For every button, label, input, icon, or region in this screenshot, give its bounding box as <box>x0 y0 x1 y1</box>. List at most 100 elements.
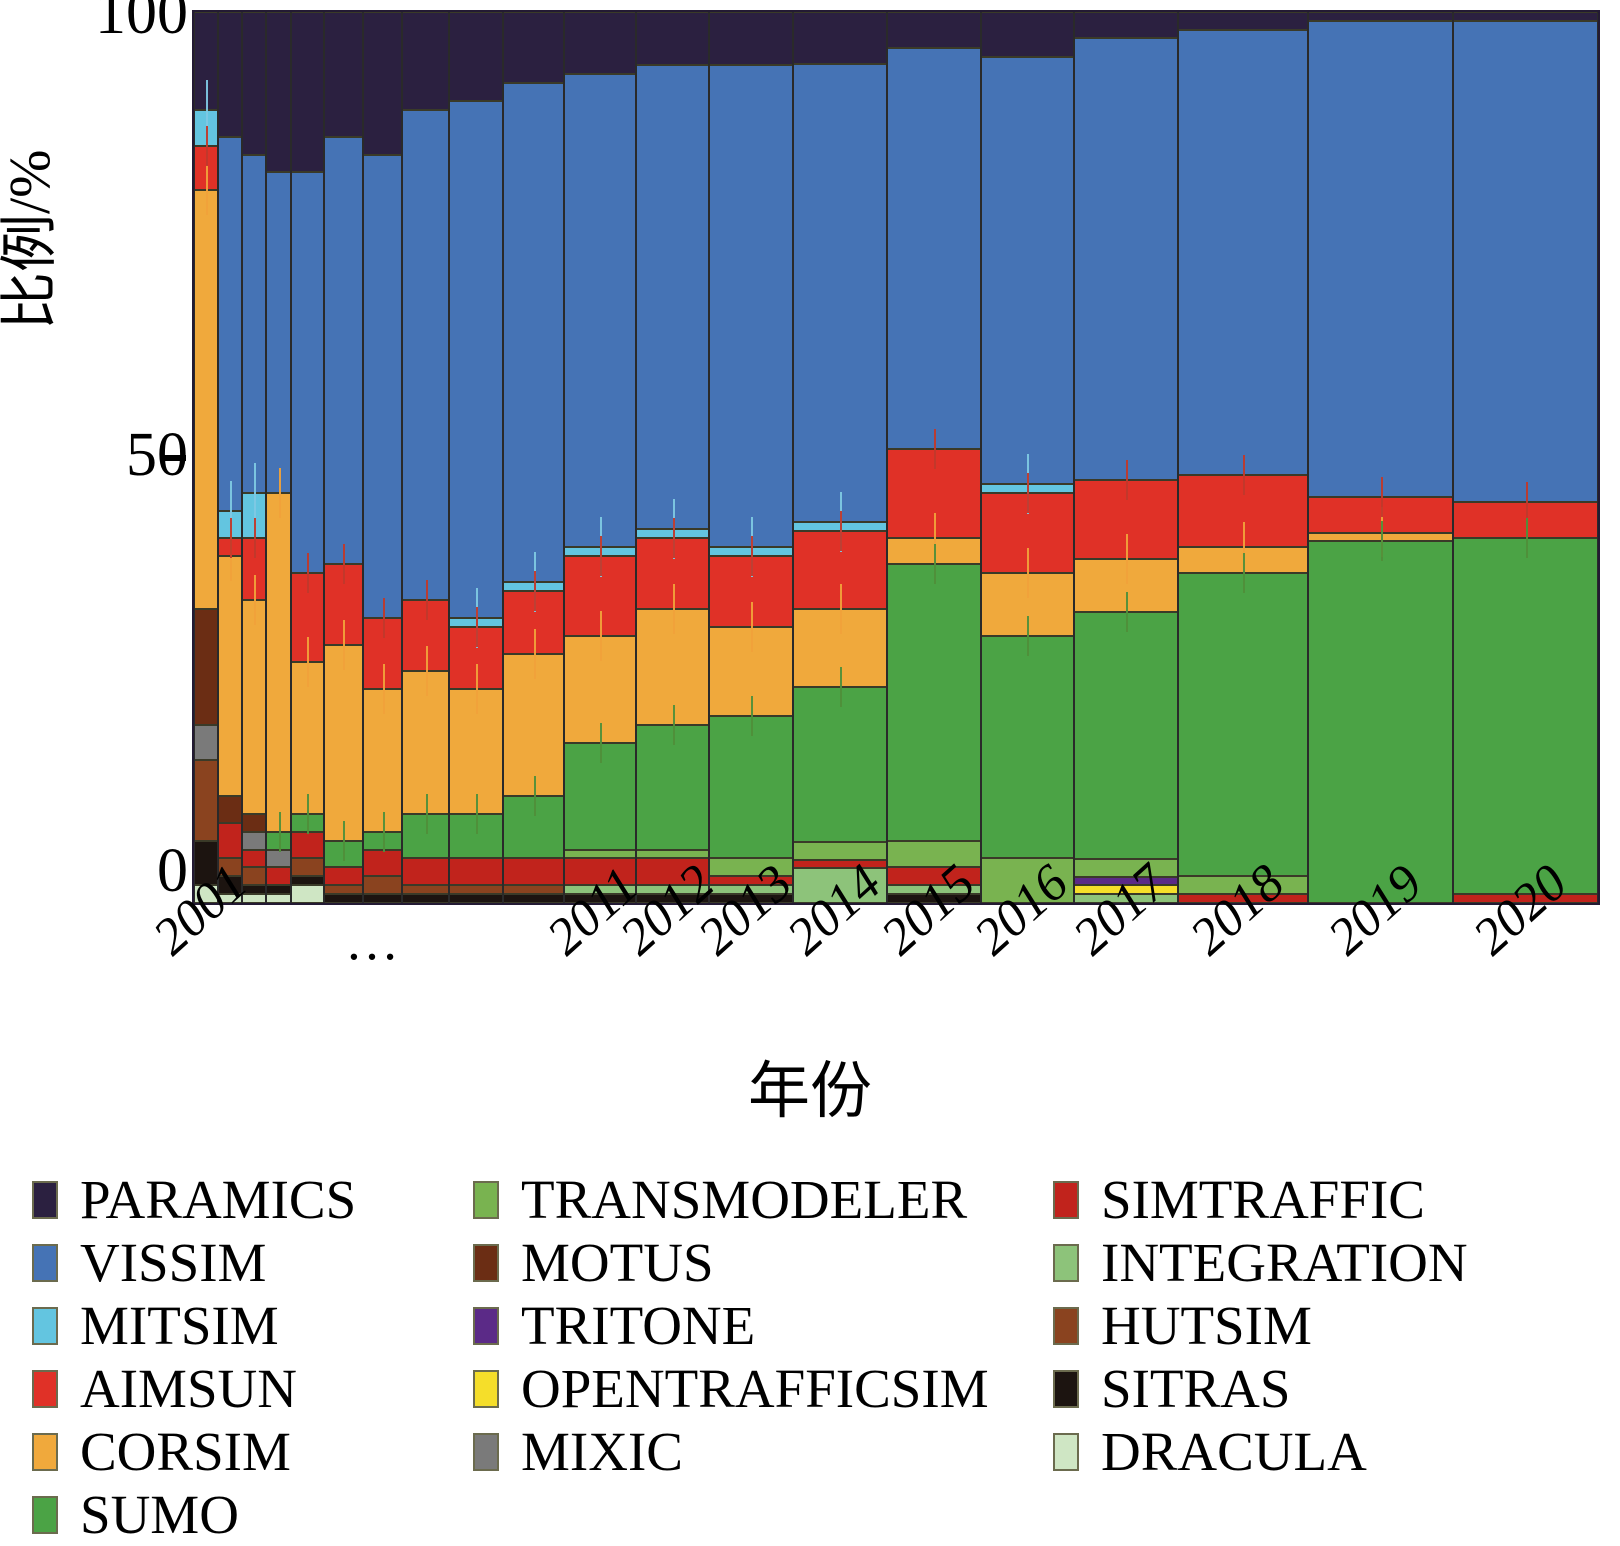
bar-segment[interactable] <box>1454 537 1597 895</box>
bar-segment[interactable] <box>709 894 793 903</box>
bar-segment[interactable] <box>1075 38 1178 480</box>
legend-item[interactable]: SUMO <box>32 1483 356 1546</box>
bar-segment[interactable] <box>267 12 290 173</box>
bar-segment[interactable] <box>364 894 402 903</box>
bar-segment[interactable] <box>243 885 266 895</box>
bar-segment[interactable] <box>709 876 793 886</box>
legend-item[interactable]: MIXIC <box>473 1420 989 1483</box>
bar-segment[interactable] <box>364 876 402 895</box>
bar-column[interactable] <box>323 12 364 903</box>
bar-segment[interactable] <box>243 12 266 155</box>
bar-segment[interactable] <box>1075 876 1178 886</box>
bar-segment[interactable] <box>450 12 503 102</box>
bar-segment[interactable] <box>794 842 886 860</box>
bar-segment[interactable] <box>637 858 708 886</box>
bar-segment[interactable] <box>219 12 242 137</box>
bar-segment[interactable] <box>504 894 563 903</box>
bar-column[interactable] <box>563 12 637 903</box>
bar-segment[interactable] <box>267 493 290 832</box>
bar-column[interactable] <box>1308 12 1454 903</box>
bar-segment[interactable] <box>794 868 886 903</box>
bar-segment[interactable] <box>564 74 636 547</box>
bar-segment[interactable] <box>1075 894 1178 903</box>
bar-segment[interactable] <box>709 65 793 547</box>
bar-segment[interactable] <box>637 12 708 66</box>
bar-segment[interactable] <box>324 894 363 903</box>
bar-column[interactable] <box>194 12 219 903</box>
bar-column[interactable] <box>636 12 709 903</box>
legend-item[interactable]: TRITONE <box>473 1294 989 1357</box>
bar-segment[interactable] <box>364 154 402 618</box>
bar-segment[interactable] <box>291 662 323 814</box>
bar-column[interactable] <box>1074 12 1179 903</box>
bar-segment[interactable] <box>1075 885 1178 895</box>
bar-segment[interactable] <box>794 12 886 64</box>
bar-segment[interactable] <box>1179 876 1308 895</box>
bar-segment[interactable] <box>291 831 323 859</box>
bar-segment[interactable] <box>1179 12 1308 30</box>
bar-segment[interactable] <box>403 110 449 601</box>
bar-segment[interactable] <box>291 858 323 877</box>
bar-segment[interactable] <box>291 172 323 574</box>
bar-segment[interactable] <box>1179 29 1308 476</box>
bar-segment[interactable] <box>267 885 290 895</box>
bar-segment[interactable] <box>637 885 708 895</box>
bar-segment[interactable] <box>981 12 1074 57</box>
bar-segment[interactable] <box>291 876 323 886</box>
bar-segment[interactable] <box>564 894 636 903</box>
bar-segment[interactable] <box>794 63 886 523</box>
bar-column[interactable] <box>708 12 794 903</box>
bar-segment[interactable] <box>324 644 363 841</box>
legend-item[interactable]: SITRAS <box>1053 1357 1468 1420</box>
legend-item[interactable]: HUTSIM <box>1053 1294 1468 1357</box>
bar-segment[interactable] <box>1309 541 1453 903</box>
legend-item[interactable]: TRANSMODELER <box>473 1168 989 1231</box>
bar-segment[interactable] <box>403 858 449 886</box>
bar-segment[interactable] <box>887 840 980 868</box>
bar-segment[interactable] <box>291 12 323 173</box>
bar-column[interactable] <box>793 12 887 903</box>
bar-segment[interactable] <box>219 858 242 877</box>
bar-segment[interactable] <box>709 12 793 66</box>
bar-segment[interactable] <box>324 867 363 886</box>
bar-segment[interactable] <box>450 101 503 618</box>
bar-segment[interactable] <box>637 65 708 529</box>
bar-segment[interactable] <box>504 83 563 583</box>
legend-item[interactable]: SIMTRAFFIC <box>1053 1168 1468 1231</box>
bar-segment[interactable] <box>1179 573 1308 877</box>
bar-segment[interactable] <box>450 858 503 886</box>
bar-segment[interactable] <box>637 894 708 903</box>
bar-segment[interactable] <box>195 190 218 609</box>
bar-segment[interactable] <box>504 858 563 886</box>
bar-segment[interactable] <box>324 12 363 137</box>
bar-segment[interactable] <box>1075 611 1178 859</box>
bar-segment[interactable] <box>291 885 323 903</box>
bar-segment[interactable] <box>195 840 218 886</box>
bar-segment[interactable] <box>504 885 563 895</box>
bar-segment[interactable] <box>1075 858 1178 877</box>
bar-segment[interactable] <box>564 885 636 895</box>
bar-column[interactable] <box>218 12 243 903</box>
bar-segment[interactable] <box>219 796 242 823</box>
legend-item[interactable]: OPENTRAFFICSIM <box>473 1357 989 1420</box>
bar-segment[interactable] <box>243 831 266 850</box>
bar-segment[interactable] <box>1075 12 1178 39</box>
bar-segment[interactable] <box>195 885 218 903</box>
bar-segment[interactable] <box>709 885 793 895</box>
bar-column[interactable] <box>290 12 324 903</box>
bar-segment[interactable] <box>1454 20 1597 503</box>
bar-column[interactable] <box>1178 12 1309 903</box>
bar-segment[interactable] <box>1454 12 1597 21</box>
bar-column[interactable] <box>1453 12 1598 903</box>
bar-segment[interactable] <box>1179 894 1308 903</box>
bar-segment[interactable] <box>564 858 636 886</box>
bar-segment[interactable] <box>324 136 363 565</box>
bar-column[interactable] <box>503 12 564 903</box>
legend-item[interactable]: AIMSUN <box>32 1357 356 1420</box>
bar-column[interactable] <box>449 12 504 903</box>
bar-segment[interactable] <box>267 894 290 903</box>
bar-segment[interactable] <box>324 885 363 895</box>
bar-segment[interactable] <box>195 760 218 841</box>
legend-item[interactable]: VISSIM <box>32 1231 356 1294</box>
bar-segment[interactable] <box>219 822 242 859</box>
